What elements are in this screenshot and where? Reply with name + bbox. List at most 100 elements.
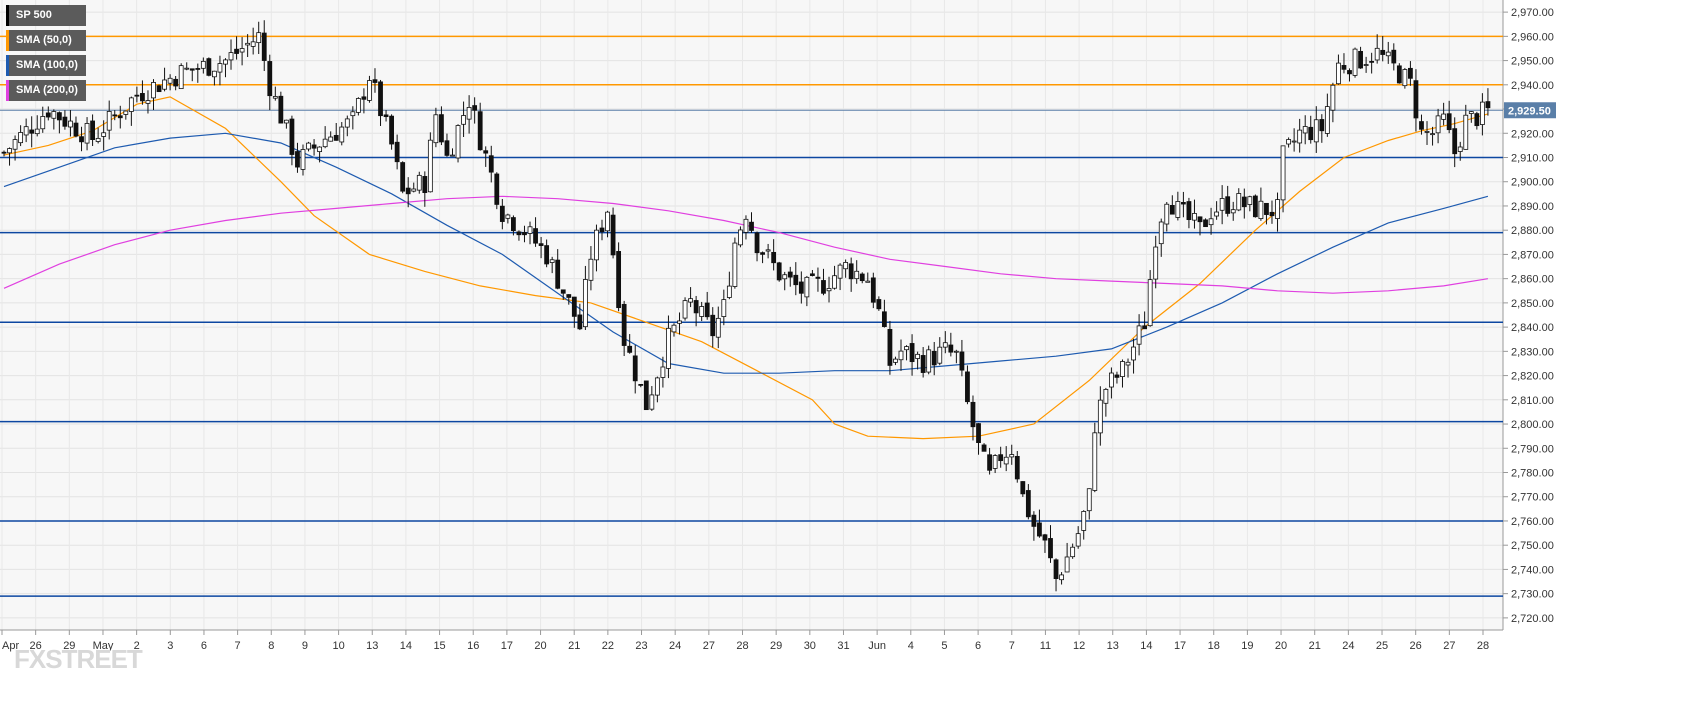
candle-body xyxy=(881,311,887,327)
candle-body xyxy=(1241,196,1247,208)
candle-body xyxy=(1136,325,1142,345)
candle-body xyxy=(605,211,610,232)
candle-body xyxy=(433,114,439,144)
x-tick-label: 28 xyxy=(1477,640,1489,652)
last-price-tag xyxy=(1504,102,1556,119)
candle-body xyxy=(300,149,306,170)
candle-body xyxy=(1025,490,1031,518)
candle-body xyxy=(582,279,588,328)
candle-body xyxy=(632,355,638,382)
candle-body xyxy=(23,126,29,136)
legend-label: SP 500 xyxy=(16,9,52,21)
y-tick-label: 2,970.00 xyxy=(1511,7,1554,19)
candle-body xyxy=(1203,219,1208,228)
candle-body xyxy=(372,79,378,83)
candle-body xyxy=(643,380,649,411)
y-tick-label: 2,840.00 xyxy=(1511,322,1554,334)
x-tick-label: Apr xyxy=(2,640,19,652)
candle-body xyxy=(566,294,572,298)
candle-body xyxy=(95,137,101,142)
x-tick-label: 17 xyxy=(1174,640,1186,652)
candle-body xyxy=(317,146,323,153)
x-tick-label: 6 xyxy=(975,640,981,652)
y-tick-label: 2,900.00 xyxy=(1511,177,1554,189)
candle-body xyxy=(134,94,140,97)
candle-body xyxy=(1336,62,1341,85)
candle-body xyxy=(68,120,73,128)
candle-body xyxy=(289,118,295,155)
candle-body xyxy=(123,110,129,115)
y-tick-label: 2,730.00 xyxy=(1511,589,1554,601)
candle-body xyxy=(1103,388,1109,404)
candle-body xyxy=(804,276,810,298)
candle-body xyxy=(339,126,345,143)
candle-body xyxy=(937,346,943,364)
candle-body xyxy=(228,52,234,61)
candle-body xyxy=(306,142,311,150)
candle-body xyxy=(627,345,633,353)
candle-body xyxy=(422,176,428,194)
candle-body xyxy=(256,32,262,44)
candle-body xyxy=(151,82,156,99)
candle-body xyxy=(439,114,444,143)
candle-body xyxy=(970,401,976,428)
candle-body xyxy=(621,303,627,346)
candle-body xyxy=(62,116,68,127)
candle-body xyxy=(1169,204,1175,215)
candle-body xyxy=(1441,113,1447,120)
x-tick-label: 5 xyxy=(941,640,947,652)
candle-body xyxy=(488,155,494,173)
candle-body xyxy=(765,249,771,252)
legend-item-sma100[interactable]: SMA (100,0) xyxy=(6,55,86,76)
candle-body xyxy=(472,105,478,111)
x-tick-label: 9 xyxy=(302,640,308,652)
candle-body xyxy=(715,317,721,338)
candle-body xyxy=(1230,209,1236,214)
candle-body xyxy=(1009,454,1015,458)
candle-body xyxy=(1269,211,1275,217)
candle-body xyxy=(704,302,710,318)
candle-body xyxy=(1330,84,1336,111)
candle-body xyxy=(1275,199,1280,219)
candle-body xyxy=(106,111,112,131)
sma-line xyxy=(3,96,1489,440)
candle-body xyxy=(7,148,12,154)
candle-body xyxy=(544,245,550,265)
candle-body xyxy=(223,59,228,65)
candle-body xyxy=(893,358,898,363)
candle-body xyxy=(721,299,727,317)
candle-body xyxy=(455,125,461,159)
candle-body xyxy=(283,119,289,124)
candle-body xyxy=(206,58,212,76)
candle-body xyxy=(322,138,328,148)
candle-body xyxy=(389,115,394,145)
y-tick-label: 2,920.00 xyxy=(1511,128,1554,140)
x-tick-label: 12 xyxy=(1073,640,1085,652)
candle-body xyxy=(1302,126,1308,134)
candle-body xyxy=(1396,65,1402,84)
candle-body xyxy=(18,132,24,144)
candle-body xyxy=(355,98,361,113)
candle-body xyxy=(682,300,688,319)
legend-swatch xyxy=(6,30,9,51)
candle-body xyxy=(1186,201,1192,221)
candle-body xyxy=(367,80,372,101)
candle-body xyxy=(333,134,339,141)
candle-body xyxy=(1463,114,1469,150)
candle-body xyxy=(189,68,195,71)
legend-item-sma50[interactable]: SMA (50,0) xyxy=(6,30,86,51)
candle-body xyxy=(959,351,965,371)
candle-body xyxy=(1413,80,1419,119)
legend-item-sma200[interactable]: SMA (200,0) xyxy=(6,80,86,101)
y-tick-label: 2,940.00 xyxy=(1511,80,1554,92)
candle-body xyxy=(34,128,40,135)
candle-body xyxy=(162,79,167,90)
candle-body xyxy=(1064,556,1070,573)
legend-item-sp500[interactable]: SP 500 xyxy=(6,5,86,26)
candle-body xyxy=(29,129,35,134)
candle-body xyxy=(234,48,239,54)
candle-body xyxy=(1374,47,1380,61)
x-tick-label: 2 xyxy=(134,640,140,652)
candle-body xyxy=(40,116,46,130)
